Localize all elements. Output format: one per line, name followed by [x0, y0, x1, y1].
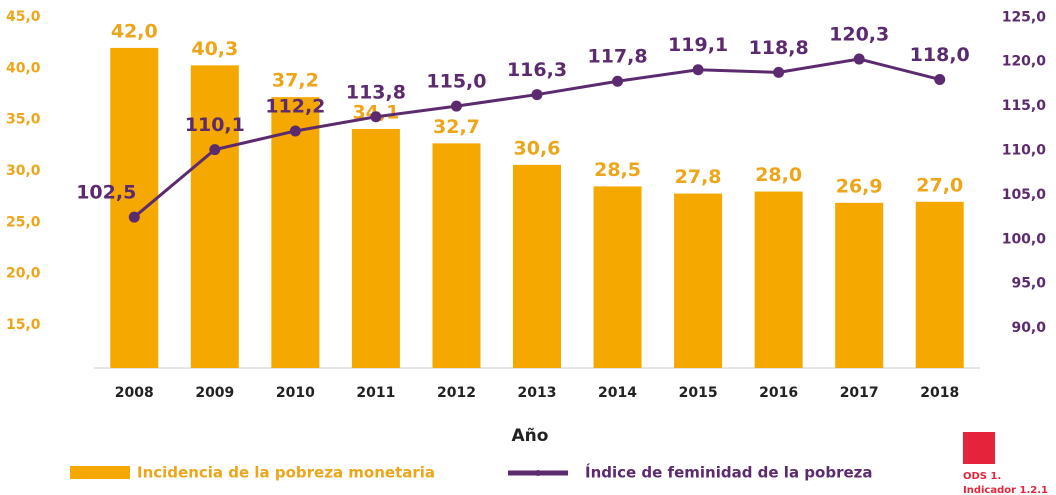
bar	[674, 193, 723, 368]
y2-tick-label: 105,0	[1002, 187, 1047, 203]
y2-tick-label: 110,0	[1002, 142, 1047, 158]
bar-value-label: 40,3	[191, 38, 238, 60]
y-tick-label: 30,0	[6, 163, 41, 179]
line-marker	[370, 111, 382, 123]
y2-tick-label: 120,0	[1002, 54, 1047, 70]
line-value-label: 116,3	[507, 59, 567, 81]
y2-tick-label: 115,0	[1002, 98, 1047, 114]
bar-value-label: 28,5	[594, 159, 641, 181]
line-marker	[612, 75, 624, 87]
bar	[754, 191, 803, 368]
sdg-logo	[963, 432, 995, 464]
y-tick-label: 25,0	[6, 214, 41, 230]
y-tick-label: 20,0	[6, 266, 41, 282]
line-value-label: 112,2	[265, 95, 325, 117]
x-tick-label: 2013	[518, 385, 557, 401]
line-marker	[853, 53, 865, 65]
line-value-label: 118,0	[910, 44, 970, 66]
bar	[351, 128, 400, 368]
line-value-label: 110,1	[185, 114, 245, 136]
y-tick-label: 35,0	[6, 112, 41, 128]
bar	[513, 164, 561, 368]
y-tick-label: 45,0	[6, 9, 41, 25]
x-tick-label: 2016	[759, 385, 798, 401]
bar	[271, 97, 320, 368]
line-value-label: 113,8	[346, 81, 406, 103]
line-marker	[128, 211, 140, 223]
line-marker	[934, 73, 946, 85]
y2-tick-label: 100,0	[1002, 231, 1047, 247]
y2-tick-label: 90,0	[1011, 320, 1046, 336]
line-marker	[289, 125, 301, 137]
y-tick-label: 40,0	[6, 60, 41, 76]
bar	[593, 186, 642, 368]
bar-value-label: 27,8	[675, 166, 722, 188]
x-tick-label: 2012	[437, 385, 476, 401]
legend-label: Incidencia de la pobreza monetaria	[137, 464, 435, 482]
line-value-label: 120,3	[829, 24, 889, 46]
y-tick-label: 15,0	[6, 317, 41, 333]
line-marker	[692, 64, 704, 76]
x-tick-label: 2009	[195, 385, 234, 401]
line-marker	[209, 144, 221, 156]
annotation: Indicador 1.2.1	[963, 485, 1048, 495]
line-marker	[450, 100, 462, 112]
y2-tick-label: 95,0	[1011, 276, 1046, 292]
line-value-label: 119,1	[668, 34, 728, 56]
bar-value-label: 27,0	[916, 174, 963, 196]
line-value-label: 115,0	[426, 71, 486, 93]
bar-value-label: 42,0	[111, 20, 158, 42]
bar-value-label: 30,6	[514, 137, 561, 159]
bar-value-label: 28,0	[755, 164, 802, 186]
x-tick-label: 2008	[115, 385, 154, 401]
x-tick-label: 2015	[679, 385, 718, 401]
bar	[432, 143, 481, 368]
line-marker	[773, 66, 785, 78]
line-value-label: 117,8	[587, 46, 647, 68]
bar-value-label: 32,7	[433, 116, 480, 138]
bar-value-label: 37,2	[272, 70, 319, 92]
y2-tick-label: 125,0	[1002, 9, 1047, 25]
bar-value-label: 26,9	[836, 175, 883, 197]
legend-marker	[535, 470, 541, 476]
x-tick-label: 2017	[840, 385, 879, 401]
x-axis-title: Año	[512, 426, 549, 446]
line-marker	[531, 89, 543, 101]
bar	[915, 201, 964, 368]
legend-swatch	[70, 466, 130, 479]
line-value-label: 118,8	[749, 37, 809, 59]
x-tick-label: 2010	[276, 385, 315, 401]
line-value-label: 102,5	[76, 182, 136, 204]
bar	[190, 65, 239, 369]
annotation: ODS 1.	[963, 471, 1001, 482]
x-tick-label: 2014	[598, 385, 637, 401]
legend-label: Índice de feminidad de la pobreza	[585, 463, 873, 482]
x-tick-label: 2011	[356, 385, 395, 401]
x-tick-label: 2018	[920, 385, 959, 401]
bar	[835, 202, 884, 368]
bar	[110, 47, 159, 369]
